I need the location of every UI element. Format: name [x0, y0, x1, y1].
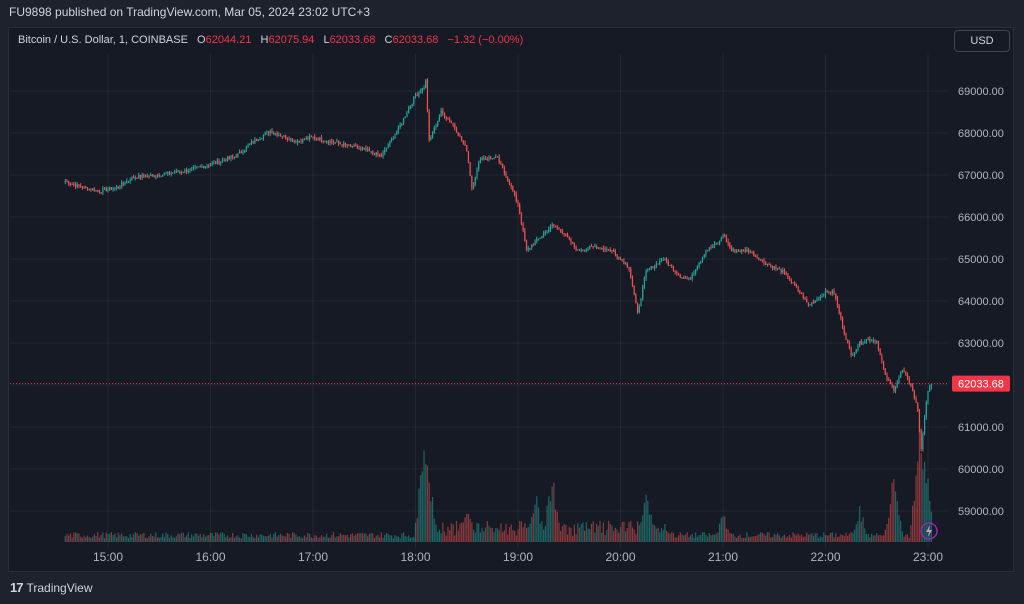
open-value: 62044.21: [205, 34, 252, 46]
chart-panel[interactable]: [8, 27, 1014, 572]
tradingview-brand[interactable]: 17 TradingView: [10, 580, 93, 595]
close-value: 62033.68: [392, 34, 439, 46]
tradingview-logo-icon: 17: [10, 580, 24, 595]
close-label: C: [384, 34, 393, 46]
symbol-title[interactable]: Bitcoin / U.S. Dollar, 1, COINBASE: [18, 34, 188, 46]
change-value: −1.32 (−0.00%): [447, 34, 524, 46]
low-label: L: [323, 34, 330, 46]
published-header: FU9898 published on TradingView.com, Mar…: [9, 5, 370, 19]
ohlc-legend: Bitcoin / U.S. Dollar, 1, COINBASE O6204…: [18, 34, 523, 46]
brand-text: TradingView: [26, 580, 93, 595]
high-label: H: [260, 34, 269, 46]
low-value: 62033.68: [329, 34, 376, 46]
high-value: 62075.94: [268, 34, 315, 46]
currency-button[interactable]: USD: [954, 30, 1010, 52]
open-label: O: [197, 34, 206, 46]
